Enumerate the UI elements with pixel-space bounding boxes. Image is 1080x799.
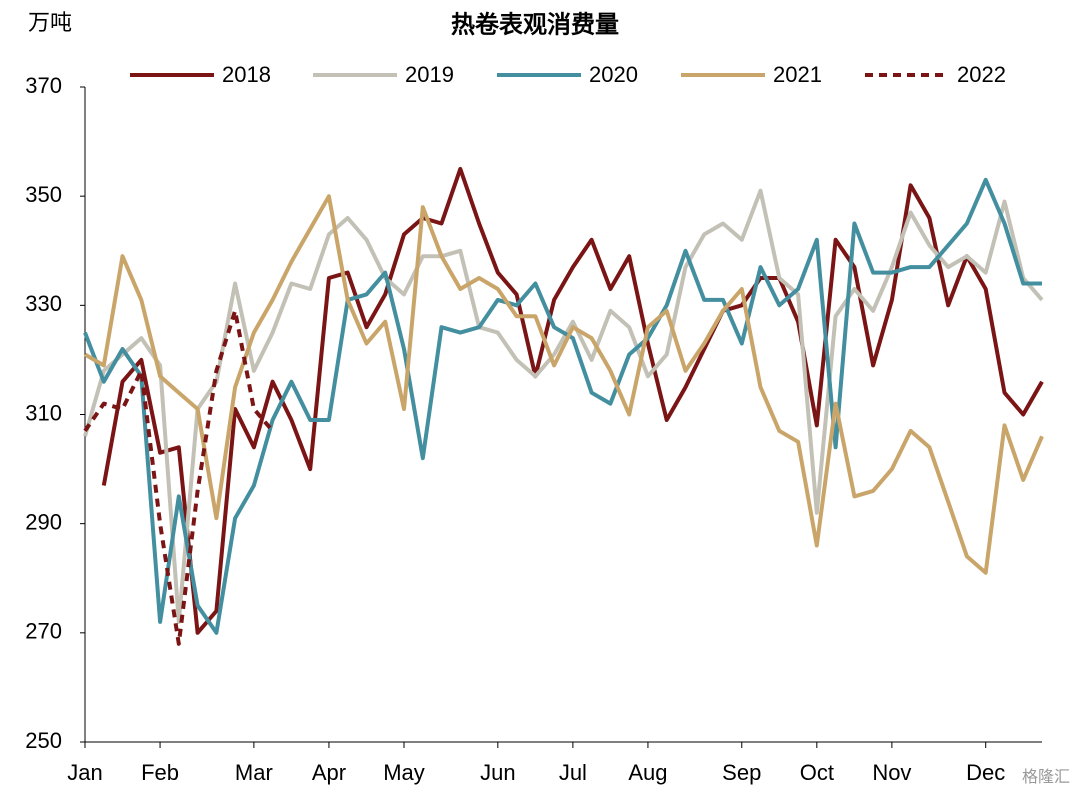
y-tick-label: 310 xyxy=(25,400,62,425)
y-tick-label: 250 xyxy=(25,728,62,753)
legend-label: 2018 xyxy=(222,62,271,87)
legend-label: 2022 xyxy=(957,62,1006,87)
x-tick-label: Mar xyxy=(235,760,273,785)
legend-label: 2019 xyxy=(405,62,454,87)
x-tick-label: Dec xyxy=(966,760,1005,785)
y-tick-label: 330 xyxy=(25,291,62,316)
line-series xyxy=(101,166,1044,635)
x-tick-label: Feb xyxy=(141,760,179,785)
x-tick-label: Jan xyxy=(67,760,102,785)
y-tick-label: 290 xyxy=(25,509,62,534)
x-tick-label: Nov xyxy=(872,760,911,785)
line-series xyxy=(83,308,275,646)
y-axis-label: 万吨 xyxy=(28,10,72,35)
x-tick-label: Jul xyxy=(559,760,587,785)
y-tick-label: 270 xyxy=(25,619,62,644)
y-tick-label: 370 xyxy=(25,73,62,98)
x-tick-label: Aug xyxy=(628,760,667,785)
legend-label: 2021 xyxy=(773,62,822,87)
line-series xyxy=(83,177,1042,635)
chart-title: 热卷表观消费量 xyxy=(451,10,619,38)
line-series xyxy=(83,188,1044,624)
x-tick-label: Jun xyxy=(480,760,515,785)
x-tick-label: Sep xyxy=(722,760,761,785)
y-tick-label: 350 xyxy=(25,182,62,207)
x-tick-label: Apr xyxy=(312,760,346,785)
x-tick-label: May xyxy=(383,760,425,785)
legend-label: 2020 xyxy=(589,62,638,87)
x-tick-label: Oct xyxy=(800,760,834,785)
watermark: 格隆汇 xyxy=(1022,768,1070,786)
